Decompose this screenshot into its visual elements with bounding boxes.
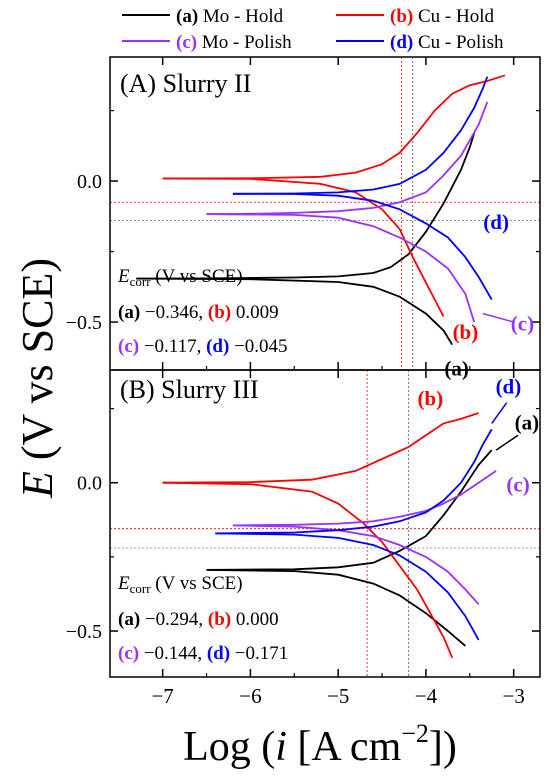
panel-b-ecorr-title: Ecorr (V vs SCE) bbox=[117, 573, 243, 596]
x-tick-label: −7 bbox=[151, 684, 173, 708]
panel-a-label-d: (d) bbox=[483, 210, 509, 234]
panel-a-ytick-label: 0.0 bbox=[77, 171, 102, 193]
panel-b-series-b-cathodic bbox=[162, 481, 454, 659]
panel-a-arrow-c bbox=[482, 312, 514, 323]
legend: (a) Mo - Hold (b) Cu - Hold (c) Mo - Pol… bbox=[122, 6, 504, 53]
panel-a-series-b-cathodic bbox=[162, 177, 445, 317]
panel-b-title: (B) Slurry III bbox=[120, 375, 259, 404]
x-axis-ticks: −7 −6 −5 −4 −3 bbox=[151, 684, 524, 708]
panel-b-series-c-anodic bbox=[232, 470, 497, 527]
panel-b-label-d: (d) bbox=[496, 375, 522, 399]
panel-b-plot-layer: 0.0 −0.5 bbox=[66, 369, 541, 678]
panel-a-series-a-cathodic bbox=[136, 277, 453, 346]
panel-b-series-d-cathodic bbox=[215, 532, 480, 641]
panel-b-arrow-a bbox=[495, 434, 519, 451]
panel-a-series-d-cathodic bbox=[232, 192, 493, 300]
panel-b-ecorr-row2: (c) −0.144, (d) −0.171 bbox=[118, 643, 288, 664]
panel-b-series-d-anodic bbox=[215, 428, 493, 535]
panel-b-ytick-label: −0.5 bbox=[66, 621, 102, 643]
panel-b-series-a-anodic bbox=[206, 449, 493, 571]
panel-b-label-b: (b) bbox=[417, 387, 443, 411]
x-tick-label: −5 bbox=[327, 684, 349, 708]
panel-a-ytick-label: −0.5 bbox=[66, 312, 102, 334]
x-axis-label: Log (i [A cm−2]) bbox=[183, 719, 457, 770]
legend-entry-d: (d) Cu - Polish bbox=[390, 32, 504, 53]
y-axis-label: E (V vs SCE) bbox=[13, 258, 62, 499]
panel-a: 0.0 −0.5 (A) Slurry II Ecorr (V vs SCE) (… bbox=[66, 56, 541, 381]
x-tick-label: −3 bbox=[503, 684, 525, 708]
panel-a-ecorr-box: Ecorr (V vs SCE) (a) −0.346, (b) 0.009 (… bbox=[117, 266, 288, 357]
panel-a-ecorr-row1: (a) −0.346, (b) 0.009 bbox=[118, 302, 279, 323]
panel-b-frame bbox=[109, 369, 541, 678]
legend-entry-c: (c) Mo - Polish bbox=[176, 32, 292, 53]
x-tick-label: −6 bbox=[239, 684, 261, 708]
panel-b-ecorr-box: Ecorr (V vs SCE) (a) −0.294, (b) 0.000 (… bbox=[117, 573, 288, 664]
panel-b-ecorr-row1: (a) −0.294, (b) 0.000 bbox=[118, 609, 279, 630]
panel-b-label-c: (c) bbox=[506, 473, 529, 497]
legend-entry-a: (a) Mo - Hold bbox=[176, 6, 284, 27]
panel-a-series-c-cathodic bbox=[206, 213, 476, 323]
legend-entry-b: (b) Cu - Hold bbox=[390, 6, 494, 27]
panel-a-ecorr-row2: (c) −0.117, (d) −0.045 bbox=[118, 336, 288, 357]
panel-b-series-c-cathodic bbox=[232, 524, 480, 605]
panel-a-ecorr-title: Ecorr (V vs SCE) bbox=[117, 266, 243, 289]
panel-a-title: (A) Slurry II bbox=[120, 69, 251, 98]
panel-a-series-a-anodic bbox=[136, 132, 476, 280]
panel-b-label-a: (a) bbox=[515, 410, 540, 434]
panel-b-arrow-d bbox=[491, 402, 508, 424]
panel-b-series-a-cathodic bbox=[206, 569, 466, 647]
panel-b: 0.0 −0.5 (B) Slurry III Ecorr (V vs SCE) … bbox=[66, 369, 541, 678]
panel-a-label-c: (c) bbox=[511, 312, 534, 336]
panel-b-series-b-anodic bbox=[162, 412, 479, 484]
panel-a-label-a: (a) bbox=[444, 357, 469, 381]
x-tick-label: −4 bbox=[415, 684, 438, 708]
panel-a-series-b-anodic bbox=[162, 74, 506, 180]
panel-b-ytick-label: 0.0 bbox=[77, 473, 102, 495]
panel-a-label-b: (b) bbox=[453, 320, 479, 344]
panel-a-series-d-anodic bbox=[232, 76, 489, 195]
panel-a-series-c-anodic bbox=[206, 101, 489, 215]
panel-a-plot-layer: 0.0 −0.5 bbox=[66, 56, 541, 371]
